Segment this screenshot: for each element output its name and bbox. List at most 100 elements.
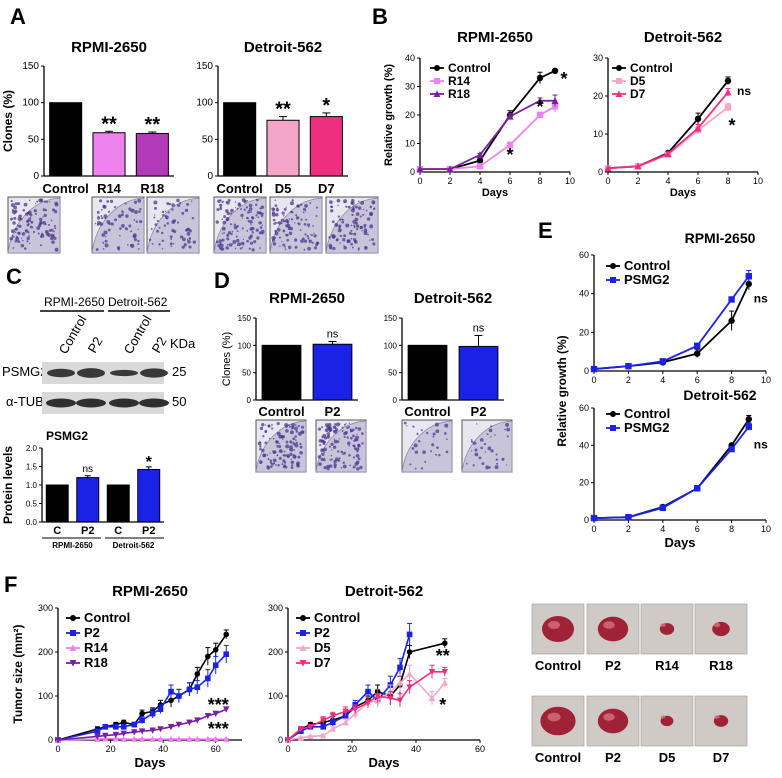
y-tick-label: 0	[410, 167, 415, 177]
colony	[372, 202, 375, 205]
y-tick-label: 2.0	[26, 444, 38, 453]
colony	[317, 427, 322, 431]
colony	[300, 218, 303, 221]
colony	[135, 220, 139, 223]
colony	[232, 240, 237, 244]
colony	[171, 208, 174, 211]
chart-d-rpmi-clones: RPMI-2650 Clones (%) 0 50 100 150 Control ns P2	[221, 290, 358, 419]
colony	[278, 236, 281, 239]
colony	[413, 443, 418, 448]
colony	[280, 434, 284, 439]
category-label-p2: P2	[471, 404, 487, 419]
colony	[347, 205, 351, 209]
colony	[248, 207, 253, 211]
colony	[353, 447, 357, 450]
colony	[315, 215, 318, 218]
point-p2	[212, 662, 219, 668]
colony	[275, 440, 278, 443]
colony	[181, 211, 185, 215]
point-psmg2	[728, 445, 735, 453]
colony	[317, 455, 322, 459]
colony	[308, 239, 312, 243]
point-d7	[396, 697, 404, 704]
point-r18	[54, 737, 62, 744]
colony	[167, 211, 170, 214]
colony	[15, 235, 19, 239]
category-label: P2	[142, 525, 155, 537]
colony	[294, 426, 298, 431]
point-p2	[113, 724, 119, 730]
colony	[338, 438, 340, 440]
colony	[132, 233, 137, 238]
point-d5	[307, 733, 314, 740]
colony	[28, 235, 30, 237]
point-control	[551, 67, 559, 75]
colony	[348, 425, 351, 428]
point-d5	[724, 104, 732, 111]
colony	[251, 216, 254, 219]
point-p2	[330, 719, 336, 726]
category-label-r14: R14	[97, 181, 122, 196]
colony	[278, 456, 282, 460]
colony	[247, 219, 250, 223]
colony	[289, 425, 292, 428]
colony	[275, 230, 278, 233]
point-d5	[441, 679, 448, 686]
legend-marker-p2	[70, 630, 76, 636]
colony	[505, 464, 508, 466]
colony	[264, 424, 267, 426]
colony	[171, 220, 176, 224]
colony	[255, 198, 259, 202]
y-axis-label: Clones (%)	[1, 90, 15, 152]
colony	[234, 201, 237, 203]
series-line-p2	[57, 653, 227, 741]
colony	[269, 437, 271, 440]
colony	[261, 423, 265, 427]
colony	[282, 454, 285, 457]
point-d7	[320, 717, 327, 724]
y-tick-label: 50	[242, 369, 251, 378]
colony	[227, 198, 231, 202]
blot-kda-25: 25	[172, 364, 186, 379]
colony	[330, 205, 334, 209]
colony	[422, 450, 426, 454]
colony	[121, 224, 125, 228]
colony	[353, 226, 356, 229]
legend-label-control: Control	[84, 610, 130, 625]
colony	[434, 422, 439, 427]
y-tick-label: 10	[405, 139, 415, 149]
colony	[101, 217, 104, 220]
x-tick-label: 4	[665, 176, 670, 186]
chart-a-rpmi-clones: RPMI-2650 Clones (%) 0 50 100 150 Control ** R14…	[1, 39, 174, 196]
colony	[362, 213, 365, 216]
point-r14	[506, 141, 514, 149]
legend-marker-r18	[433, 90, 441, 97]
colony	[350, 436, 353, 440]
colony	[34, 202, 37, 205]
colony	[306, 235, 309, 238]
point-r18	[157, 726, 164, 733]
colony	[320, 439, 324, 443]
colony	[104, 235, 107, 238]
colony	[371, 238, 375, 241]
colony	[281, 463, 284, 466]
x-axis-label: Days	[134, 755, 165, 770]
blot-kda-50: 50	[172, 394, 186, 409]
colony	[326, 432, 331, 436]
chart-title: PSMG2	[46, 429, 88, 443]
colony	[321, 448, 325, 452]
colony	[137, 248, 140, 250]
y-tick-label: 0	[584, 366, 589, 376]
point-control	[745, 416, 752, 423]
tumor-p2	[597, 708, 629, 734]
point-p2	[320, 724, 326, 730]
colony	[337, 228, 342, 233]
colony	[329, 428, 333, 432]
category-label-d7: D7	[318, 181, 335, 196]
colony	[295, 439, 297, 441]
colony	[305, 218, 308, 221]
point-r14	[212, 735, 219, 742]
point-control	[406, 649, 413, 655]
colony	[288, 245, 292, 250]
stars-r14: ***	[208, 719, 229, 739]
